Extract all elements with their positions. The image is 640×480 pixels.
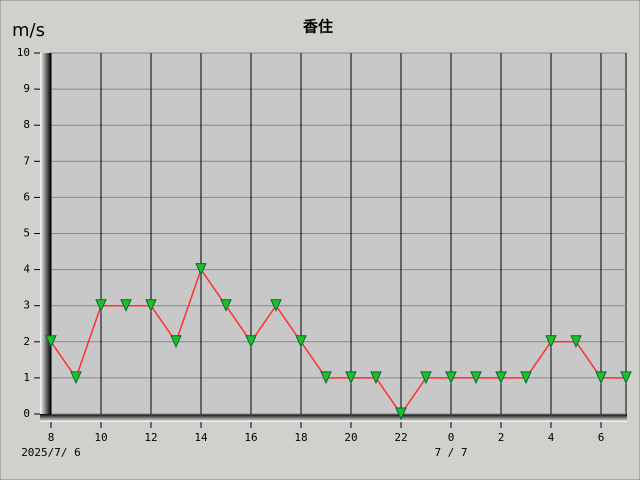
point-marker: [545, 335, 557, 349]
date-label: 7 / 7: [434, 446, 467, 459]
point-marker: [145, 299, 157, 312]
point-marker: [170, 335, 182, 349]
point-marker: [70, 371, 82, 385]
point-marker: [620, 371, 632, 385]
point-marker: [520, 371, 532, 385]
x-tick-label: 4: [548, 431, 555, 444]
point-marker: [320, 371, 332, 385]
axis-shade: [40, 414, 627, 422]
point-marker: [470, 371, 482, 385]
point-marker: [345, 371, 357, 385]
point-marker: [220, 299, 232, 312]
point-marker: [495, 371, 507, 385]
point-marker: [570, 335, 582, 349]
date-label: 2025/7/ 6: [21, 446, 81, 459]
y-tick-label: 8: [23, 118, 30, 131]
y-tick-label: 2: [23, 335, 30, 348]
point-marker: [120, 299, 132, 312]
point-marker: [595, 371, 607, 385]
y-tick-label: 1: [23, 371, 30, 384]
y-unit: m/s: [12, 20, 45, 41]
y-tick-label: 10: [17, 46, 30, 59]
x-tick-label: 14: [194, 431, 208, 444]
point-marker: [295, 335, 307, 349]
x-tick-label: 20: [344, 431, 357, 444]
chart-title: 香住: [303, 18, 333, 36]
point-marker: [270, 299, 282, 312]
point-marker: [445, 371, 457, 385]
y-tick-label: 4: [23, 263, 30, 276]
y-tick-label: 3: [23, 299, 30, 312]
x-tick-label: 18: [294, 431, 307, 444]
x-tick-label: 22: [394, 431, 407, 444]
y-tick-label: 6: [23, 190, 30, 203]
x-tick-label: 6: [598, 431, 605, 444]
y-tick-label: 5: [23, 227, 30, 240]
point-marker: [395, 407, 407, 421]
x-tick-label: 2: [498, 431, 505, 444]
x-tick-label: 0: [448, 431, 455, 444]
axis-shade: [40, 53, 51, 414]
x-tick-label: 8: [48, 431, 55, 444]
y-tick-label: 0: [23, 407, 30, 420]
x-tick-label: 12: [144, 431, 157, 444]
y-tick-label: 7: [23, 154, 30, 167]
point-marker: [420, 371, 432, 385]
x-tick-label: 10: [94, 431, 107, 444]
y-tick-label: 9: [23, 82, 30, 95]
point-marker: [95, 299, 107, 312]
x-tick-label: 16: [244, 431, 257, 444]
point-marker: [45, 335, 57, 349]
point-marker: [370, 371, 382, 385]
point-marker: [195, 263, 207, 276]
point-marker: [245, 335, 257, 349]
